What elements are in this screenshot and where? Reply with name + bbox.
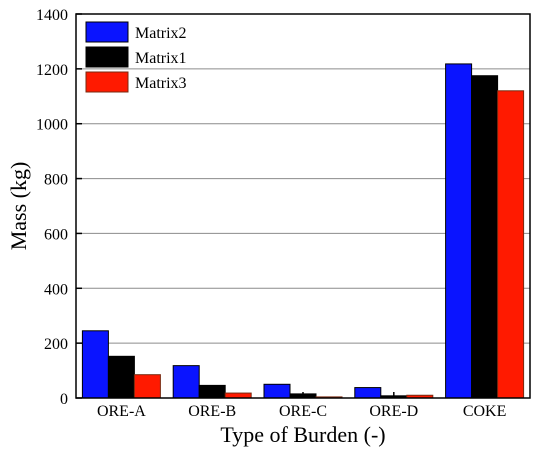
y-axis-title: Mass (kg) [6, 162, 31, 251]
x-axis-title: Type of Burden (-) [220, 422, 385, 447]
y-tick-label: 1000 [36, 117, 68, 134]
bar [107, 355, 135, 399]
y-tick-label: 200 [44, 336, 68, 353]
legend-label: Matrix2 [135, 25, 187, 42]
bar [354, 387, 382, 399]
bars [81, 63, 525, 399]
bar [445, 63, 473, 399]
bar [497, 90, 525, 399]
y-tick-label: 1400 [36, 7, 68, 24]
x-tick-label: ORE-B [188, 403, 236, 420]
y-tick-label: 0 [60, 391, 68, 408]
legend-swatch [85, 46, 129, 68]
bar [263, 383, 291, 399]
x-tick-label: COKE [463, 403, 507, 420]
bar [471, 75, 499, 399]
y-axis-ticks: 0 200 400 600 800 1000 1200 1400 [36, 7, 82, 408]
y-tick-label: 1200 [36, 62, 68, 79]
x-axis-ticks: ORE-A ORE-B ORE-C ORE-D COKE [97, 392, 506, 420]
legend: Matrix2 Matrix1 Matrix3 [85, 21, 187, 93]
x-tick-label: ORE-D [369, 403, 418, 420]
y-tick-label: 800 [44, 172, 68, 189]
legend-label: Matrix3 [135, 75, 187, 92]
bar [172, 365, 200, 399]
legend-swatch [85, 21, 129, 43]
x-tick-label: ORE-C [279, 403, 327, 420]
bar [133, 374, 161, 399]
x-tick-label: ORE-A [97, 403, 146, 420]
y-tick-label: 600 [44, 226, 68, 243]
legend-label: Matrix1 [135, 50, 187, 67]
bar [81, 330, 109, 399]
legend-swatch [85, 71, 129, 93]
y-tick-label: 400 [44, 281, 68, 298]
